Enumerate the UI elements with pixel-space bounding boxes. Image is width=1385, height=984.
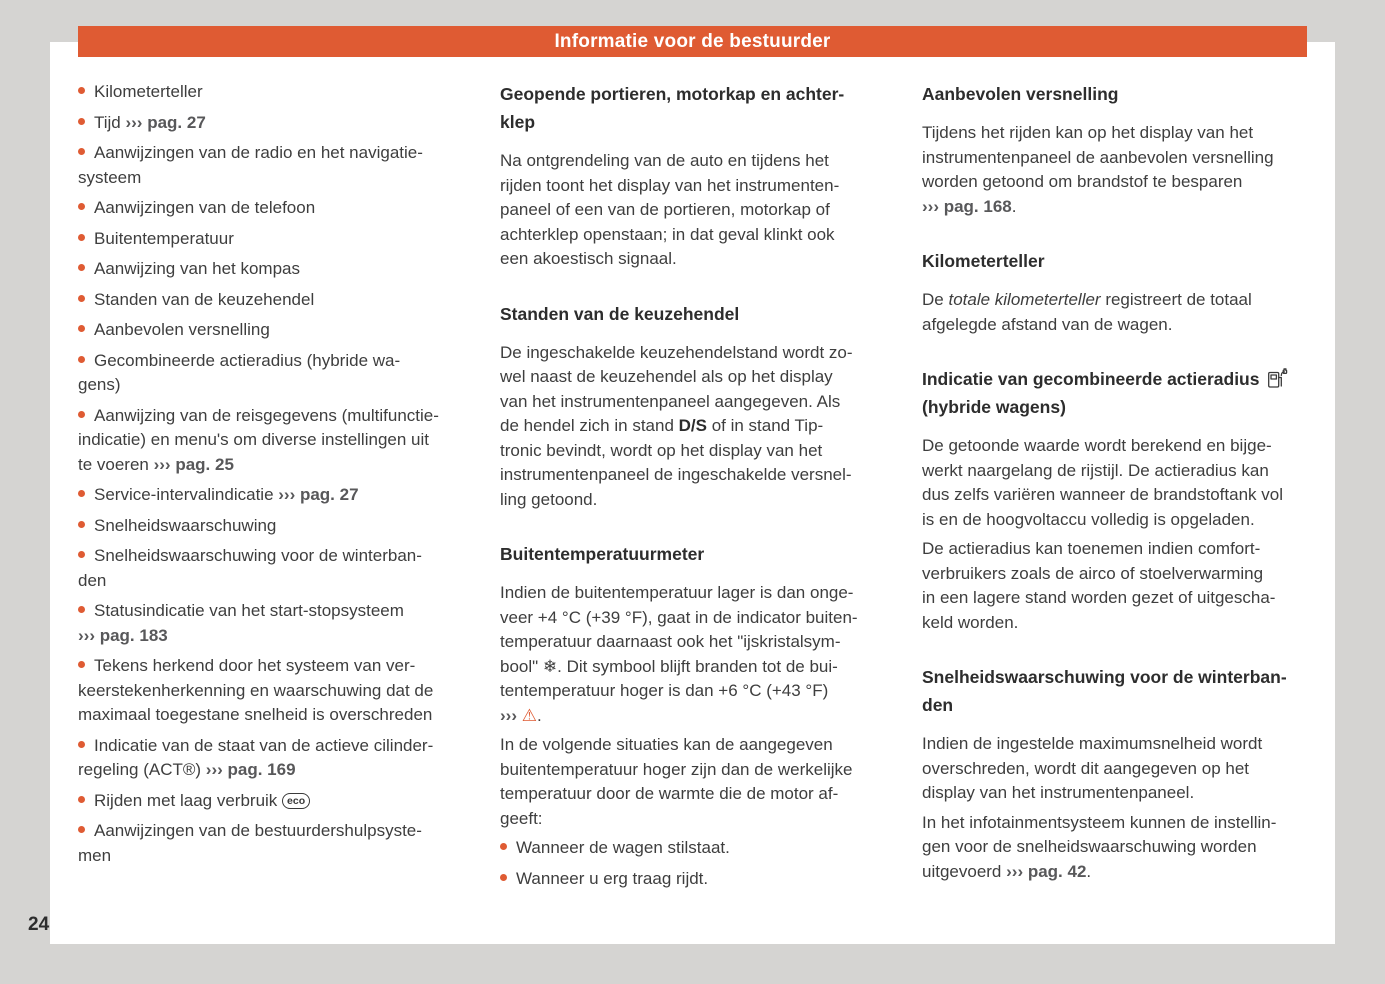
page-reference: ››› pag. 27	[273, 485, 359, 504]
bullet-dot-icon	[78, 795, 85, 803]
bullet-dot-icon	[78, 325, 85, 333]
list-item-text: Aanwijzingen van de telefoon	[94, 198, 316, 217]
list-item-text: Buitentemperatuur	[94, 228, 234, 248]
column-left: Kilometerteller Tijd ››› pag. 27 Aanwijz…	[78, 80, 463, 897]
bullet-dot-icon	[78, 551, 85, 559]
list-item: Aanwijzingen van de bestuurdershulpsyste…	[78, 819, 463, 868]
content-columns: Kilometerteller Tijd ››› pag. 27 Aanwijz…	[50, 42, 1335, 897]
paragraph: Indien de buitentemperatuur lager is dan…	[500, 583, 858, 725]
paragraph: De totale kilometerteller registreert de…	[922, 290, 1252, 334]
list-item: Buitentemperatuur	[78, 227, 463, 252]
bullet-dot-icon	[78, 148, 85, 156]
list-item-text: Aanwijzing van het kompas	[94, 259, 301, 278]
bullet-dot-icon	[78, 606, 85, 614]
bullet-dot-icon	[78, 355, 85, 363]
list-item: Standen van de keuzehendel	[78, 288, 463, 313]
list-item-text: Kilometerteller	[94, 82, 203, 101]
list-item: Rijden met laag verbruik eco	[78, 789, 463, 814]
list-item-text: Indicatie van de staat van de actieve ci…	[78, 735, 434, 780]
list-item-text: Statusindicatie van het start-stopsystee…	[94, 601, 404, 620]
list-item-text: Aanwijzing van de reisgegevens (multifun…	[78, 405, 439, 474]
paragraph: Indien de ingestelde maximumsnelheid wor…	[922, 734, 1263, 802]
bold-text: D/S	[678, 416, 707, 435]
list-item-text: Service-intervalindicatie	[94, 485, 274, 504]
bullet-dot-icon	[78, 203, 85, 211]
list-item-text: Aanwijzingen van de bestuurdershulpsyste…	[78, 821, 422, 865]
page-reference: ››› pag. 27	[120, 112, 206, 132]
list-item: Indicatie van de staat van de actieve ci…	[78, 734, 463, 783]
list-item: Service-intervalindicatie ››› pag. 27	[78, 483, 463, 508]
list-item-text: Aanwijzingen van de radio en het navigat…	[78, 143, 423, 187]
page-reference: ››› pag. 168	[922, 196, 1012, 216]
column-middle: Geopende portieren, motorkap en achter- …	[500, 80, 885, 897]
list-item-text: Standen van de keuzehendel	[94, 289, 315, 309]
italic-text: totale kilometerteller	[948, 290, 1101, 309]
page-reference: ››› pag. 183	[78, 625, 168, 645]
paragraph: De getoonde waarde wordt berekend en bij…	[922, 436, 1283, 529]
list-item-text: Snelheidswaarschuwing	[94, 515, 277, 535]
page-reference: ››› pag. 25	[148, 454, 234, 474]
list-item: Snelheidswaarschuwing voor de winterban-…	[78, 544, 463, 593]
list-item-text: Gecombineerde actieradius (hybride wa- g…	[78, 350, 401, 395]
list-item: Kilometerteller	[78, 80, 463, 105]
paragraph: In het infotainmentsysteem kunnen de ins…	[922, 812, 1277, 881]
list-item: Wanneer u erg traag rijdt.	[500, 867, 885, 892]
section-heading-gear: Aanbevolen versnelling	[922, 84, 1119, 104]
list-item: Wanneer de wagen stilstaat.	[500, 836, 885, 861]
paragraph: Tijdens het rijden kan op het display va…	[922, 123, 1274, 216]
section-heading-winter-tyres: Snelheidswaarschuwing voor de winterban-…	[922, 667, 1287, 715]
list-item: Aanwijzingen van de radio en het navigat…	[78, 141, 463, 190]
page-reference: ››› pag. 42	[1006, 861, 1087, 881]
paragraph: In de volgende situaties kan de aangegev…	[500, 735, 853, 828]
snowflake-icon: ❄	[542, 656, 558, 676]
bullet-dot-icon	[78, 661, 85, 669]
list-item-text: Tijd	[94, 112, 121, 132]
header-bar: Informatie voor de bestuurder	[78, 26, 1307, 57]
section-heading-temperature: Buitentemperatuurmeter	[500, 544, 705, 564]
bullet-dot-icon	[78, 87, 85, 95]
bullet-dot-icon	[78, 410, 85, 418]
list-item-text: Wanneer de wagen stilstaat.	[516, 838, 730, 857]
eco-icon: eco	[282, 792, 311, 809]
list-item: Tijd ››› pag. 27	[78, 111, 463, 136]
list-item-text: Wanneer u erg traag rijdt.	[516, 868, 709, 888]
warning-triangle-icon: ⚠	[521, 705, 537, 725]
list-item: Tekens herkend door het systeem van ver-…	[78, 654, 463, 728]
column-right: Aanbevolen versnelling Tijdens het rijde…	[922, 80, 1307, 897]
list-item-text: Aanbevolen versnelling	[94, 320, 270, 339]
list-item: Aanwijzing van de reisgegevens (multifun…	[78, 404, 463, 478]
section-heading-range: Indicatie van gecombineerde actieradius …	[922, 365, 1307, 421]
bullet-dot-icon	[78, 490, 85, 498]
bullet-dot-icon	[500, 873, 507, 881]
bullet-dot-icon	[78, 233, 85, 241]
page-number: 24	[28, 914, 50, 935]
bullet-dot-icon	[500, 843, 507, 851]
bullet-dot-icon	[78, 826, 85, 834]
list-item: Aanbevolen versnelling	[78, 318, 463, 343]
fuel-pump-plug-icon	[1264, 368, 1289, 389]
bullet-dot-icon	[78, 294, 85, 302]
reference-arrows: ›››	[500, 705, 522, 725]
section-heading-doors: Geopende portieren, motorkap en achter- …	[500, 84, 845, 132]
bullet-dot-icon	[78, 740, 85, 748]
section-heading-lever: Standen van de keuzehendel	[500, 303, 740, 324]
list-item-text: Snelheidswaarschuwing voor de winterban-…	[78, 546, 422, 590]
list-item: Statusindicatie van het start-stopsystee…	[78, 599, 463, 648]
list-item-text: Tekens herkend door het systeem van ver-…	[78, 656, 434, 724]
paragraph: De actieradius kan toenemen indien comfo…	[922, 539, 1276, 632]
list-item-text: Rijden met laag verbruik	[94, 790, 283, 810]
bullet-dot-icon	[78, 117, 85, 125]
bullet-dot-icon	[78, 520, 85, 528]
list-item: Aanwijzing van het kompas	[78, 257, 463, 282]
paragraph: Na ontgrendeling van de auto en tijdens …	[500, 151, 840, 268]
page-reference: ››› pag. 169	[201, 760, 296, 779]
page-title: Informatie voor de bestuurder	[554, 31, 831, 52]
paragraph: De ingeschakelde keuzehendelstand wordt …	[500, 342, 853, 509]
list-item: Aanwijzingen van de telefoon	[78, 196, 463, 221]
section-heading-odometer: Kilometerteller	[922, 251, 1045, 271]
list-item: Gecombineerde actieradius (hybride wa- g…	[78, 349, 463, 398]
list-item: Snelheidswaarschuwing	[78, 514, 463, 539]
manual-page: Informatie voor de bestuurder Kilometert…	[50, 26, 1335, 944]
bullet-dot-icon	[78, 264, 85, 272]
